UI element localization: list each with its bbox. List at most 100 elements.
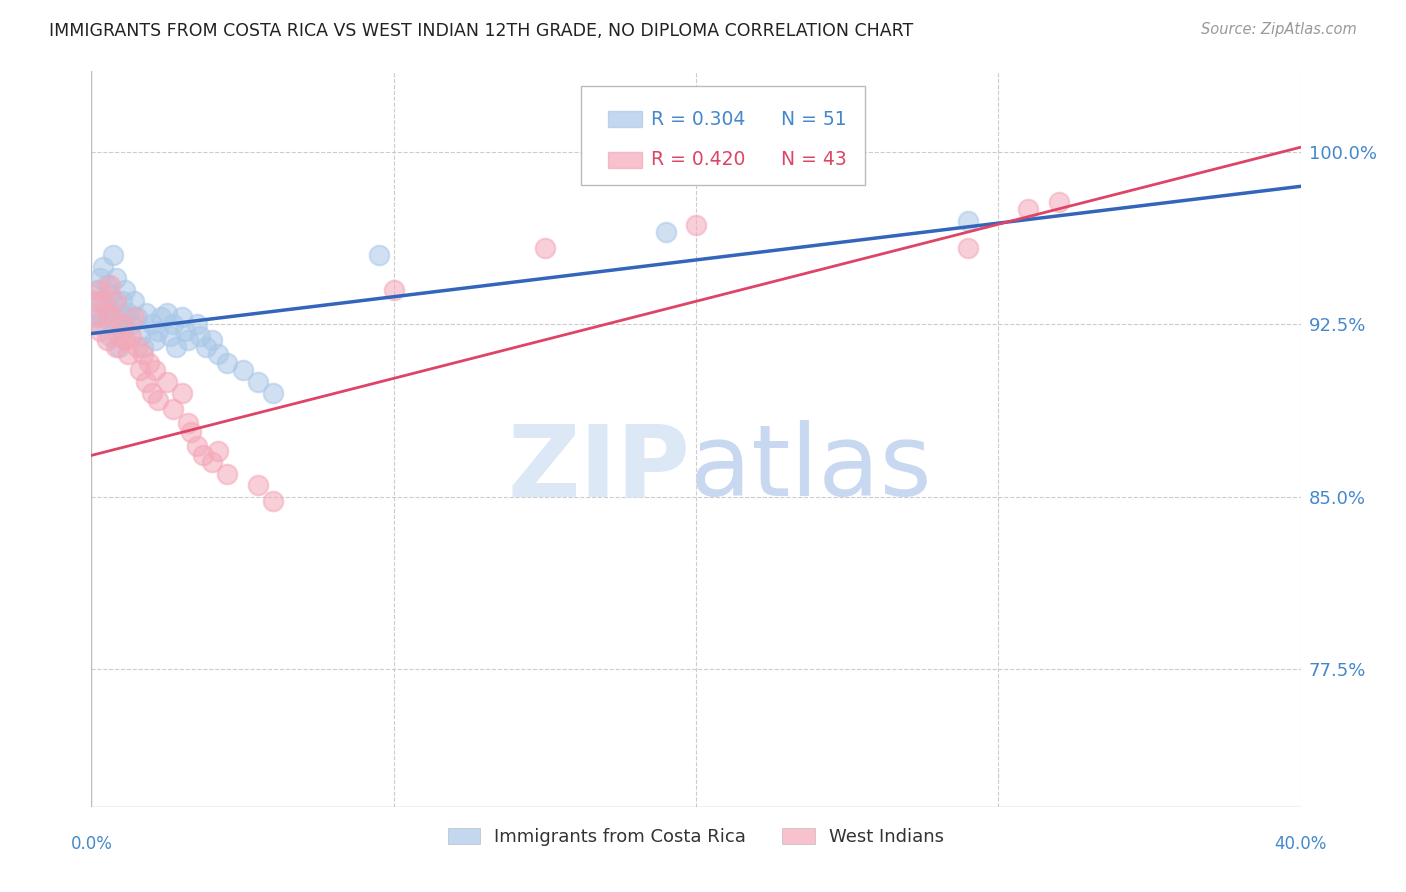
- Point: [125, 340, 148, 354]
- Point: [120, 318, 142, 332]
- Point: [533, 242, 555, 256]
- Point: [98, 278, 121, 293]
- Point: [138, 356, 160, 370]
- Point: [86, 310, 108, 325]
- Point: [188, 328, 211, 343]
- Point: [159, 328, 181, 343]
- Text: N = 43: N = 43: [780, 150, 846, 169]
- Point: [141, 318, 163, 332]
- Point: [83, 306, 105, 320]
- Point: [162, 318, 184, 332]
- Text: ZIP: ZIP: [508, 420, 690, 517]
- Point: [367, 248, 389, 262]
- Legend: Immigrants from Costa Rica, West Indians: Immigrants from Costa Rica, West Indians: [440, 821, 952, 854]
- Point: [1018, 202, 1040, 217]
- Point: [114, 334, 136, 348]
- Point: [120, 328, 142, 343]
- Point: [86, 283, 108, 297]
- Point: [117, 306, 139, 320]
- Bar: [607, 152, 641, 168]
- Point: [96, 334, 118, 348]
- Point: [156, 306, 179, 320]
- Point: [122, 310, 145, 325]
- Point: [114, 310, 136, 325]
- Point: [132, 340, 155, 354]
- Point: [101, 248, 124, 262]
- Point: [114, 283, 136, 297]
- Point: [195, 340, 218, 354]
- Point: [143, 363, 166, 377]
- Point: [956, 242, 979, 256]
- Point: [83, 294, 105, 309]
- Point: [107, 328, 129, 343]
- Point: [217, 356, 239, 370]
- Point: [141, 386, 163, 401]
- Point: [86, 318, 108, 332]
- Point: [207, 347, 229, 361]
- Text: R = 0.420: R = 0.420: [651, 150, 745, 169]
- Point: [111, 324, 132, 338]
- Point: [125, 310, 148, 325]
- Point: [685, 219, 707, 233]
- Point: [104, 340, 127, 354]
- Point: [193, 449, 215, 463]
- Point: [101, 310, 124, 325]
- Point: [96, 278, 118, 293]
- Point: [956, 214, 979, 228]
- Point: [146, 324, 169, 338]
- Point: [172, 386, 194, 401]
- Point: [128, 328, 150, 343]
- Point: [207, 443, 229, 458]
- Text: 0.0%: 0.0%: [70, 835, 112, 853]
- Point: [111, 318, 132, 332]
- Text: atlas: atlas: [690, 420, 932, 517]
- Point: [107, 340, 129, 354]
- Point: [156, 375, 179, 389]
- Point: [201, 334, 224, 348]
- Point: [165, 340, 187, 354]
- Text: Source: ZipAtlas.com: Source: ZipAtlas.com: [1201, 22, 1357, 37]
- FancyBboxPatch shape: [581, 87, 865, 186]
- Point: [177, 334, 200, 348]
- Point: [135, 306, 157, 320]
- Point: [89, 271, 111, 285]
- Point: [104, 294, 127, 309]
- Point: [246, 478, 269, 492]
- Point: [89, 294, 111, 309]
- Point: [217, 467, 239, 481]
- Point: [162, 402, 184, 417]
- Point: [172, 310, 194, 325]
- Point: [122, 294, 145, 309]
- Text: N = 51: N = 51: [780, 110, 846, 128]
- Point: [89, 324, 111, 338]
- Point: [262, 386, 284, 401]
- Point: [149, 310, 172, 325]
- Point: [101, 294, 124, 309]
- Point: [117, 347, 139, 361]
- Point: [1047, 195, 1070, 210]
- Point: [135, 375, 157, 389]
- Point: [201, 455, 224, 469]
- Point: [107, 318, 129, 332]
- Point: [128, 363, 150, 377]
- Point: [93, 260, 115, 274]
- Point: [174, 324, 197, 338]
- Point: [146, 393, 169, 408]
- Point: [262, 494, 284, 508]
- Text: 40.0%: 40.0%: [1274, 835, 1327, 853]
- Text: IMMIGRANTS FROM COSTA RICA VS WEST INDIAN 12TH GRADE, NO DIPLOMA CORRELATION CHA: IMMIGRANTS FROM COSTA RICA VS WEST INDIA…: [49, 22, 914, 40]
- Point: [654, 225, 676, 239]
- Point: [98, 287, 121, 301]
- Point: [180, 425, 202, 440]
- Point: [177, 416, 200, 430]
- Text: R = 0.304: R = 0.304: [651, 110, 745, 128]
- Point: [382, 283, 405, 297]
- Point: [111, 294, 132, 309]
- Point: [143, 334, 166, 348]
- Point: [93, 294, 115, 309]
- Point: [104, 306, 127, 320]
- Point: [231, 363, 253, 377]
- Point: [98, 328, 121, 343]
- Point: [104, 271, 127, 285]
- Point: [186, 439, 208, 453]
